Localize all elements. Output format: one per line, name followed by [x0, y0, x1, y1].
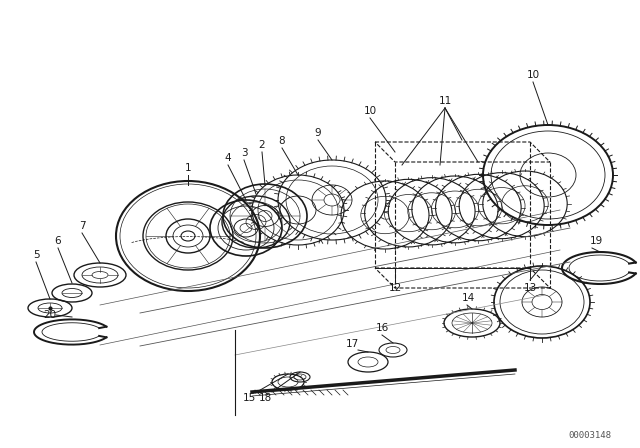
Text: 4: 4 [225, 153, 231, 163]
Text: 11: 11 [438, 96, 452, 106]
Text: 15: 15 [243, 393, 255, 403]
Text: 3: 3 [241, 148, 247, 158]
Text: 18: 18 [259, 393, 271, 403]
Text: 14: 14 [461, 293, 475, 303]
Text: 16: 16 [376, 323, 388, 333]
Text: 20: 20 [44, 310, 56, 320]
Text: 19: 19 [589, 236, 603, 246]
Text: 5: 5 [33, 250, 39, 260]
Text: 10: 10 [364, 106, 376, 116]
Text: 6: 6 [54, 236, 61, 246]
Text: 1: 1 [185, 163, 191, 173]
Text: 00003148: 00003148 [568, 431, 611, 439]
Text: 17: 17 [346, 339, 358, 349]
Text: 8: 8 [278, 136, 285, 146]
Text: 10: 10 [527, 70, 540, 80]
Text: 2: 2 [259, 140, 266, 150]
Text: 7: 7 [79, 221, 85, 231]
Text: 13: 13 [524, 283, 536, 293]
Text: 12: 12 [388, 283, 402, 293]
Text: 9: 9 [315, 128, 321, 138]
